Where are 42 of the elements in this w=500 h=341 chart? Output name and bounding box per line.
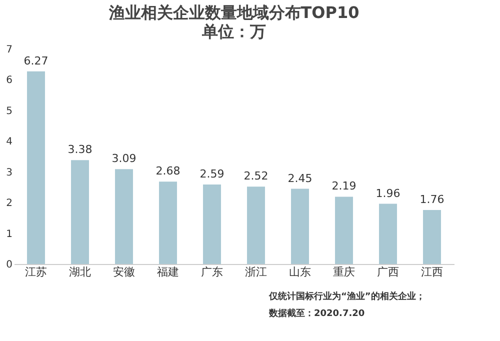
x-tick-label: 山东	[289, 266, 311, 278]
bar	[71, 160, 89, 264]
chart-title: 渔业相关企业数量地域分布TOP10	[108, 3, 360, 22]
bar	[27, 71, 45, 264]
x-tick-label: 广东	[201, 266, 223, 278]
bar	[159, 182, 177, 264]
y-tick-label: 5	[6, 106, 12, 117]
bar	[203, 184, 221, 264]
data-label: 2.19	[332, 180, 356, 193]
x-tick-label: 江西	[421, 266, 443, 278]
y-tick-label: 1	[6, 228, 12, 240]
data-label: 1.96	[376, 186, 400, 200]
y-tick-label: 2	[6, 198, 12, 210]
chart-subtitle: 单位：万	[201, 22, 266, 41]
data-label: 1.76	[420, 192, 444, 206]
bar	[379, 204, 397, 264]
data-label: 2.45	[288, 172, 312, 185]
data-label: 2.52	[244, 170, 268, 183]
bar	[335, 196, 353, 264]
y-tick-label: 6	[6, 75, 12, 86]
data-label: 3.09	[112, 152, 136, 166]
bar	[115, 169, 133, 264]
data-label: 2.59	[200, 167, 224, 180]
y-tick-label: 3	[6, 167, 12, 178]
y-tick-label: 7	[6, 44, 12, 56]
x-tick-label: 湖北	[69, 266, 91, 278]
data-label: 2.68	[156, 164, 180, 178]
x-tick-label: 江苏	[25, 266, 47, 278]
x-tick-label: 福建	[157, 266, 179, 278]
x-tick-label: 浙江	[245, 266, 267, 278]
y-tick-label: 4	[6, 136, 12, 148]
bar	[423, 210, 441, 264]
x-tick-label: 安徽	[113, 266, 135, 278]
data-label: 6.27	[24, 54, 48, 68]
x-tick-label: 重庆	[333, 266, 355, 278]
bar	[291, 188, 309, 264]
text: 数据截至：2020.7.20	[268, 308, 365, 319]
data-label: 3.38	[68, 143, 92, 156]
bar	[247, 186, 265, 264]
x-tick-label: 广西	[377, 266, 399, 278]
y-tick-label: 0	[6, 260, 12, 270]
text: 仅统计国标行业为“渔业”的相关企业；	[268, 291, 425, 302]
